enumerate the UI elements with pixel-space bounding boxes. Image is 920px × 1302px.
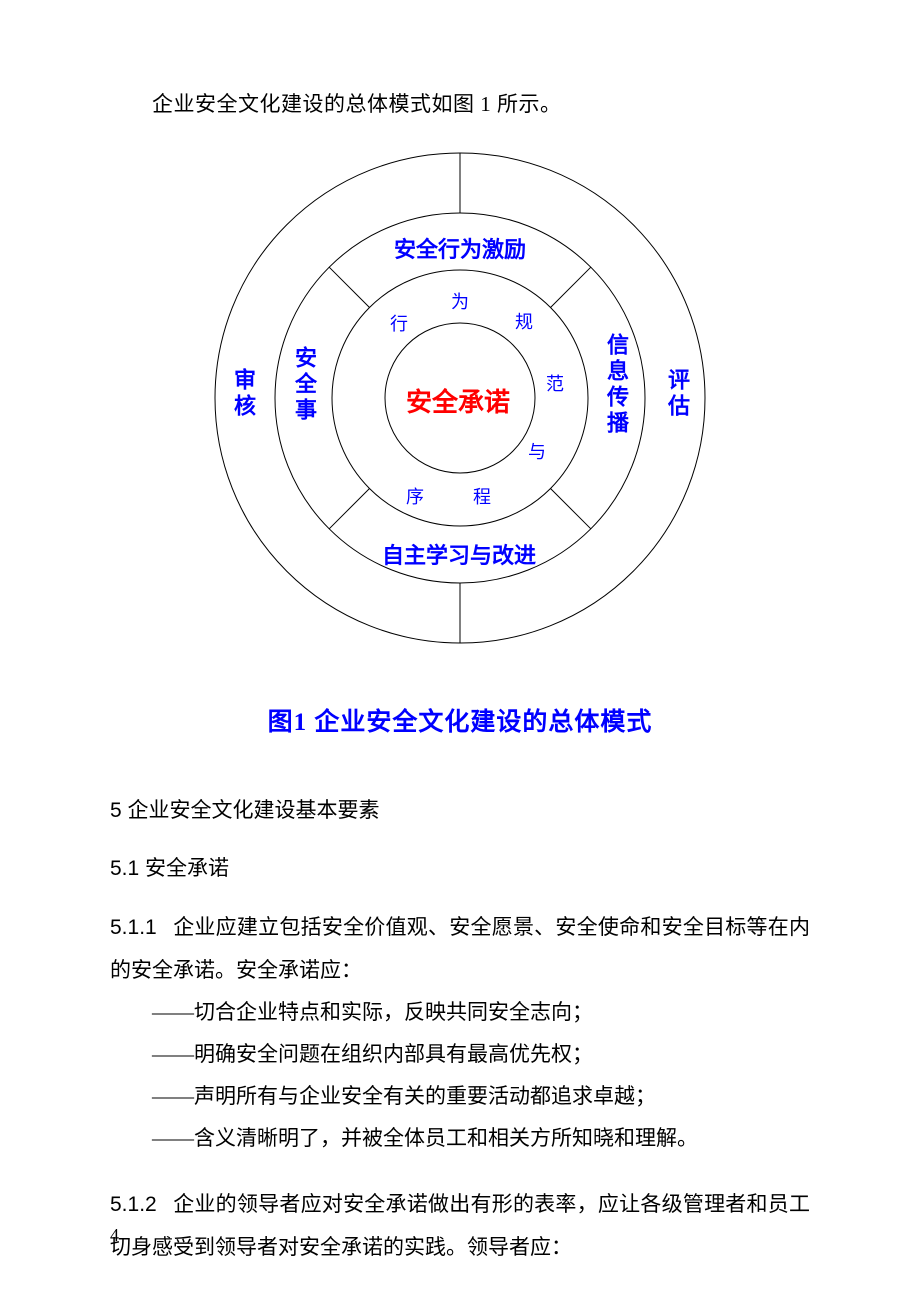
bullet-item: ——切合企业特点和实际，反映共同安全志向； [110,991,810,1033]
bullet-item: ——明确安全问题在组织内部具有最高优先权； [110,1033,810,1075]
diagram-center-label: 安全承诺 [406,382,510,419]
outer-left: 审核 [232,368,254,420]
para-number: 5.1.2 [110,1193,157,1216]
section-5-1-heading: 5.1 安全承诺 [110,852,810,882]
para-body: 企业的领导者应对安全承诺做出有形的表率，应让各级管理者和员工切身感受到领导者对安… [110,1192,810,1259]
bullet-item: ——声明所有与企业安全有关的重要活动都追求卓越； [110,1075,810,1117]
ring2-char: 为 [451,288,469,314]
ring3-bottom: 自主学习与改进 [382,538,536,570]
figure-caption: 图1 企业安全文化建设的总体模式 [268,702,653,738]
ring2-char: 范 [546,370,564,396]
ring2-char: 程 [473,483,491,509]
document-page: 企业安全文化建设的总体模式如图 1 所示。 [0,0,920,1302]
ring2-char: 行 [390,310,408,336]
ring3-top: 安全行为激励 [394,232,526,264]
ring2-char: 与 [528,438,546,464]
intro-paragraph: 企业安全文化建设的总体模式如图 1 所示。 [110,88,810,118]
section-5-heading: 5 企业安全文化建设基本要素 [110,794,810,824]
figure-1: 安全承诺 为 规 范 与 程 序 行 安全行为激励 自主学习与改进 安全事 信息… [110,138,810,738]
para-5-1-1: 5.1.1 企业应建立包括安全价值观、安全愿景、安全使命和安全目标等在内的安全承… [110,906,810,991]
ring3-left: 安全事 [293,346,315,424]
ring2-char: 序 [406,483,424,509]
ring3-right: 信息传播 [605,333,627,437]
ring2-char: 规 [515,308,533,334]
concentric-diagram: 安全承诺 为 规 范 与 程 序 行 安全行为激励 自主学习与改进 安全事 信息… [185,138,735,658]
outer-right: 评估 [666,368,688,420]
page-number: 4 [110,1225,119,1246]
para-5-1-2: 5.1.2 企业的领导者应对安全承诺做出有形的表率，应让各级管理者和员工切身感受… [110,1183,810,1268]
para-number: 5.1.1 [110,916,157,939]
para-body: 企业应建立包括安全价值观、安全愿景、安全使命和安全目标等在内的安全承诺。安全承诺… [110,915,810,982]
bullet-item: ——含义清晰明了，并被全体员工和相关方所知晓和理解。 [110,1117,810,1159]
